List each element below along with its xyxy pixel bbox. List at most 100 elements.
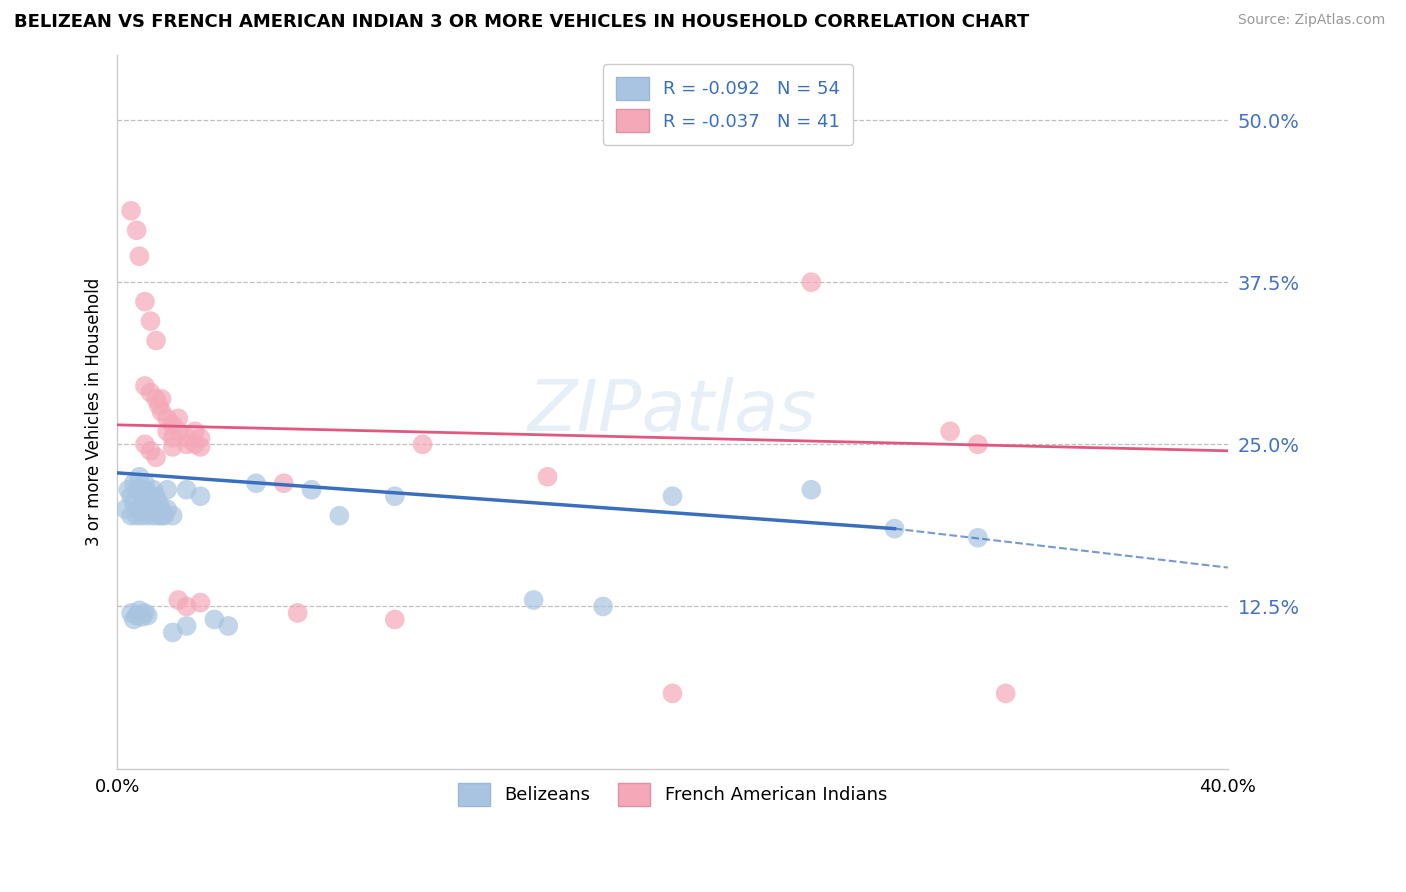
Point — [148, 398, 170, 412]
Text: ZIPatlas: ZIPatlas — [529, 377, 817, 446]
Point — [150, 508, 173, 523]
Point — [134, 606, 156, 620]
Legend: Belizeans, French American Indians: Belizeans, French American Indians — [447, 772, 898, 817]
Point — [202, 612, 225, 626]
Point — [139, 443, 162, 458]
Point — [800, 275, 823, 289]
Point — [162, 508, 184, 523]
Point — [156, 425, 179, 439]
Point — [176, 437, 198, 451]
Point — [184, 437, 207, 451]
Point — [125, 483, 148, 497]
Point — [114, 502, 136, 516]
Point — [131, 610, 153, 624]
Point — [117, 483, 139, 497]
Point — [134, 294, 156, 309]
Point — [167, 411, 190, 425]
Point — [592, 599, 614, 614]
Point — [122, 476, 145, 491]
Point — [176, 599, 198, 614]
Point — [139, 496, 162, 510]
Point — [136, 502, 159, 516]
Y-axis label: 3 or more Vehicles in Household: 3 or more Vehicles in Household — [86, 277, 103, 546]
Point — [150, 405, 173, 419]
Point — [800, 483, 823, 497]
Point — [120, 203, 142, 218]
Point — [156, 483, 179, 497]
Point — [125, 508, 148, 523]
Point — [167, 425, 190, 439]
Point — [142, 483, 165, 497]
Point — [145, 392, 167, 406]
Point — [162, 417, 184, 432]
Point — [287, 606, 309, 620]
Point — [384, 612, 406, 626]
Point — [384, 489, 406, 503]
Point — [883, 522, 905, 536]
Point — [190, 431, 212, 445]
Point — [412, 437, 434, 451]
Point — [156, 502, 179, 516]
Point — [190, 596, 212, 610]
Point — [142, 508, 165, 523]
Point — [139, 489, 162, 503]
Point — [967, 531, 990, 545]
Point — [153, 508, 176, 523]
Point — [128, 249, 150, 263]
Point — [536, 469, 558, 483]
Point — [122, 612, 145, 626]
Point — [190, 440, 212, 454]
Point — [661, 489, 683, 503]
Point — [150, 502, 173, 516]
Point — [125, 608, 148, 623]
Point — [139, 385, 162, 400]
Point — [245, 476, 267, 491]
Point — [145, 502, 167, 516]
Point — [122, 496, 145, 510]
Point — [176, 483, 198, 497]
Point — [176, 619, 198, 633]
Point — [156, 411, 179, 425]
Point — [131, 489, 153, 503]
Point — [128, 502, 150, 516]
Point — [328, 508, 350, 523]
Point — [128, 469, 150, 483]
Point — [145, 334, 167, 348]
Point — [162, 625, 184, 640]
Point — [184, 425, 207, 439]
Point — [136, 508, 159, 523]
Point — [134, 496, 156, 510]
Point — [190, 489, 212, 503]
Point — [148, 508, 170, 523]
Point — [134, 437, 156, 451]
Point — [661, 686, 683, 700]
Point — [939, 425, 962, 439]
Point — [134, 476, 156, 491]
Point — [131, 508, 153, 523]
Point — [128, 603, 150, 617]
Point — [301, 483, 323, 497]
Point — [167, 593, 190, 607]
Point — [145, 489, 167, 503]
Point — [217, 619, 239, 633]
Point — [120, 508, 142, 523]
Point — [150, 392, 173, 406]
Point — [120, 606, 142, 620]
Point — [134, 483, 156, 497]
Point — [162, 431, 184, 445]
Point — [125, 223, 148, 237]
Point — [176, 431, 198, 445]
Point — [273, 476, 295, 491]
Point — [994, 686, 1017, 700]
Point — [136, 608, 159, 623]
Text: Source: ZipAtlas.com: Source: ZipAtlas.com — [1237, 13, 1385, 28]
Point — [523, 593, 546, 607]
Point — [162, 440, 184, 454]
Point — [967, 437, 990, 451]
Point — [148, 496, 170, 510]
Point — [120, 489, 142, 503]
Point — [134, 379, 156, 393]
Point — [145, 450, 167, 465]
Point — [139, 314, 162, 328]
Text: BELIZEAN VS FRENCH AMERICAN INDIAN 3 OR MORE VEHICLES IN HOUSEHOLD CORRELATION C: BELIZEAN VS FRENCH AMERICAN INDIAN 3 OR … — [14, 13, 1029, 31]
